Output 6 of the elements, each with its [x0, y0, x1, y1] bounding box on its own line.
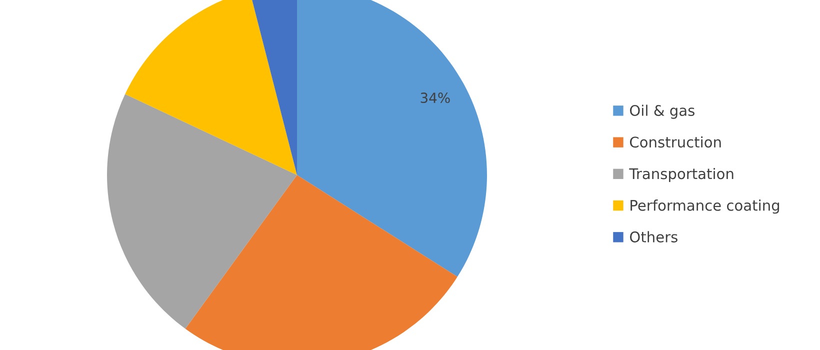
legend-label: Others — [630, 231, 678, 242]
legend-label: Transportation — [629, 168, 734, 182]
legend-label: Oil & gas — [630, 104, 694, 119]
legend-label: Performance coating — [630, 200, 780, 214]
legend-label: Construction — [630, 136, 721, 148]
data-label: 34% — [420, 92, 450, 104]
